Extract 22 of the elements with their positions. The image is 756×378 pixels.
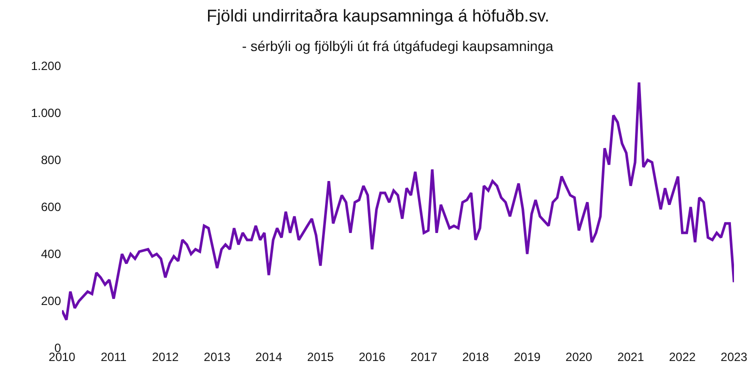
y-tick-label: 1.200 — [30, 59, 62, 74]
y-tick-label: 600 — [40, 200, 62, 214]
x-tick-label: 2019 — [514, 350, 541, 364]
x-tick-label: 2021 — [617, 350, 644, 364]
x-tick-label: 2018 — [462, 350, 490, 364]
x-tick-label: 2017 — [410, 350, 438, 364]
x-tick-label: 2020 — [566, 350, 593, 364]
y-tick-label: 400 — [40, 247, 62, 262]
x-tick-label: 2022 — [668, 350, 696, 364]
x-tick-label: 2011 — [100, 350, 127, 364]
x-tick-label: 2013 — [204, 350, 231, 364]
y-tick-label: 800 — [40, 153, 62, 168]
x-tick-label: 2016 — [358, 350, 386, 364]
y-tick-label: 200 — [40, 294, 62, 308]
y-tick-label: 1.000 — [30, 106, 62, 120]
chart-subtitle: - sérbýli og fjölbýli út frá útgáfudegi kaupsamninga — [242, 38, 554, 54]
x-tick-label: 2015 — [307, 350, 334, 364]
x-tick-label: 2014 — [255, 350, 282, 364]
chart-title: Fjöldi undirritaðra kaupsamninga á höfuðb.sv. — [206, 6, 550, 26]
x-tick-label: 2012 — [152, 350, 179, 364]
x-tick-label: 2023 — [720, 350, 748, 364]
line-series — [62, 81, 734, 322]
